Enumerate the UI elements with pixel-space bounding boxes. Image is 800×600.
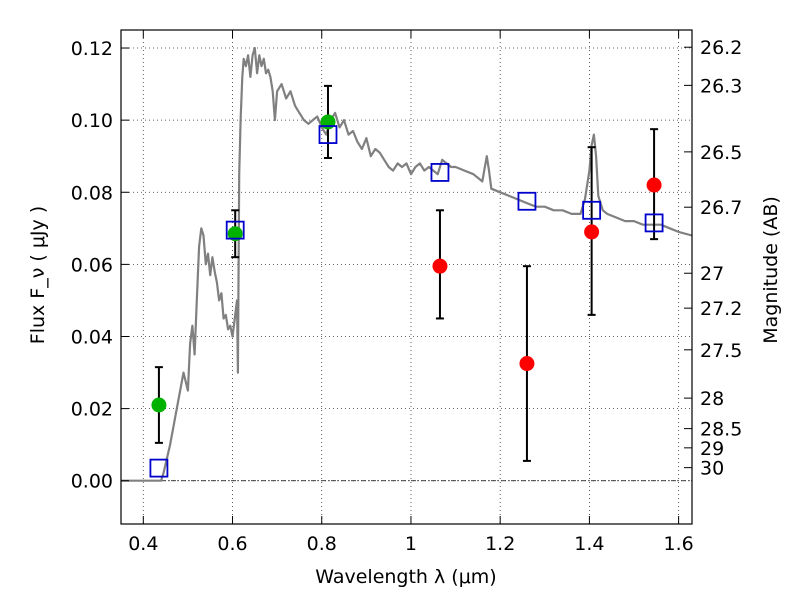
mag-tick-label: 27	[700, 263, 724, 285]
y-tick-label: 0.02	[71, 399, 113, 421]
undetected-point	[584, 224, 600, 240]
x-tick-label: 0.6	[217, 533, 247, 555]
x-tick-label: 0.4	[128, 533, 158, 555]
model-photometry-square	[318, 125, 338, 144]
spectrum-line	[121, 46, 693, 482]
x-tick-label: 1.4	[574, 533, 604, 555]
y-tick-label: 0.08	[71, 182, 113, 204]
y-axis-label-left: Flux F_ν ( μJy )	[27, 206, 49, 344]
grid-lines	[121, 30, 692, 524]
model-photometry-square	[644, 213, 664, 233]
undetected-point	[519, 356, 535, 372]
tick-marks	[121, 30, 692, 524]
x-tick-label: 1.2	[485, 533, 515, 555]
undetected-point	[432, 258, 448, 274]
mag-tick-label: 28	[700, 388, 724, 410]
detected-point	[151, 397, 167, 413]
mag-tick-label: 27.2	[700, 298, 742, 320]
model-photometry-square	[582, 200, 602, 220]
y-tick-label: 0.00	[71, 471, 113, 493]
mag-tick-label: 27.5	[700, 340, 742, 362]
x-tick-label: 1	[405, 533, 417, 555]
mag-tick-label: 29	[700, 438, 724, 460]
mag-tick-label: 26.7	[700, 197, 742, 219]
y-tick-label: 0.04	[71, 326, 113, 348]
mag-tick-label: 26.5	[700, 142, 742, 164]
mag-tick-label: 30	[700, 458, 724, 480]
y-tick-label: 0.12	[71, 38, 113, 60]
model-spectrum	[121, 46, 693, 482]
plot-border	[120, 29, 693, 525]
mag-tick-label: 26.2	[700, 37, 742, 59]
plot-frame	[120, 29, 693, 525]
detected-point	[227, 226, 243, 242]
detected-point	[320, 114, 336, 130]
data-points	[149, 84, 664, 478]
y-axis-label-right: Magnitude (AB)	[760, 196, 782, 344]
y-tick-label: 0.06	[71, 254, 113, 276]
undetected-point	[646, 177, 662, 193]
x-tick-label: 1.6	[664, 533, 694, 555]
y-tick-label: 0.10	[71, 110, 113, 132]
model-photometry-square	[517, 191, 537, 211]
mag-tick-label: 28.5	[700, 419, 742, 441]
x-axis-label: Wavelength λ (μm)	[315, 566, 496, 588]
x-tick-label: 0.8	[307, 533, 337, 555]
mag-tick-label: 26.3	[700, 75, 742, 97]
model-photometry-square	[225, 220, 245, 240]
model-photometry-square	[149, 458, 169, 478]
tick-labels: 0.4 0.6 0.8 1 1.2 1.4 1.6 0.00 0.02 0.04 0.06 0.08 0…	[71, 37, 743, 555]
model-photometry-square	[430, 163, 450, 182]
